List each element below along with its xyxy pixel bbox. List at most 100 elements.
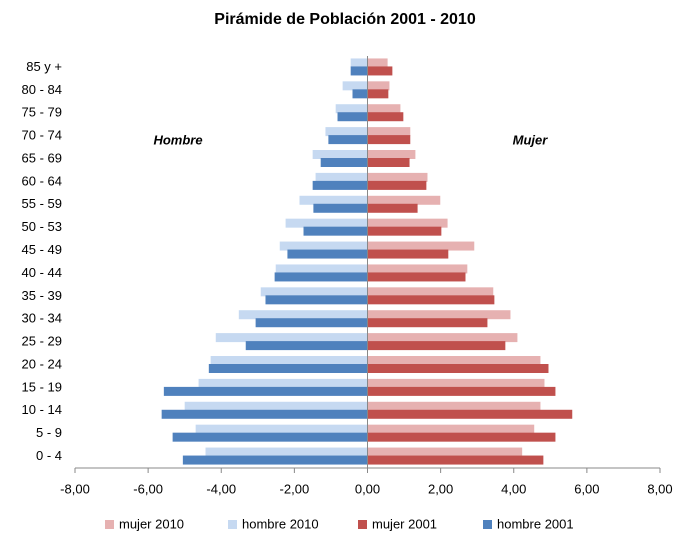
bar (274, 272, 368, 282)
legend-label: hombre 2001 (497, 516, 574, 531)
bar (367, 241, 475, 251)
legend-label: mujer 2001 (372, 516, 437, 531)
y-tick-label: 50 - 53 (22, 219, 62, 234)
bar (210, 356, 368, 365)
bar (367, 447, 523, 457)
bar (245, 341, 368, 351)
y-tick-label: 5 - 9 (36, 425, 62, 440)
bar (161, 409, 368, 419)
bar (195, 424, 368, 434)
bar (367, 356, 541, 365)
x-tick-label: 2,00 (428, 481, 453, 496)
y-tick-label: 85 y + (26, 59, 62, 74)
bar (367, 272, 466, 282)
bar (337, 112, 368, 122)
bar (238, 310, 368, 320)
bar (312, 150, 368, 159)
bar (367, 135, 411, 145)
x-tick-label: 0,00 (355, 481, 380, 496)
bar (367, 112, 404, 122)
bar (313, 203, 368, 213)
x-tick-label: 6,00 (574, 481, 599, 496)
bar (208, 364, 368, 373)
bar (275, 264, 368, 274)
bar (367, 172, 428, 182)
bar (367, 226, 442, 236)
bar (367, 180, 427, 190)
bar (325, 127, 368, 137)
y-tick-label: 70 - 74 (22, 128, 62, 143)
y-tick-label: 0 - 4 (36, 448, 62, 463)
bar (287, 249, 368, 259)
bar (299, 195, 368, 205)
bar (367, 158, 410, 167)
y-tick-label: 80 - 84 (22, 82, 62, 97)
bar (205, 447, 368, 457)
legend-swatch (228, 520, 237, 529)
legend-swatch (358, 520, 367, 529)
bar (163, 386, 368, 396)
bar (303, 226, 368, 236)
x-tick-label: -4,00 (206, 481, 236, 496)
y-tick-label: 55 - 59 (22, 196, 62, 211)
bar (182, 455, 368, 465)
bar (342, 81, 368, 91)
y-tick-label: 25 - 29 (22, 334, 62, 349)
bar (367, 341, 506, 351)
bar (367, 409, 573, 419)
bar (350, 58, 368, 68)
bar (367, 295, 495, 305)
y-tick-label: 45 - 49 (22, 242, 62, 257)
legend-label: hombre 2010 (242, 516, 319, 531)
bar (367, 58, 388, 68)
bar (367, 89, 389, 99)
bar (172, 432, 368, 442)
bar (285, 218, 368, 228)
bar (367, 333, 518, 343)
bar (255, 318, 368, 328)
bar (367, 364, 549, 373)
y-tick-label: 15 - 19 (22, 379, 62, 394)
x-tick-label: -6,00 (133, 481, 163, 496)
bar (367, 127, 411, 137)
bar (265, 295, 368, 305)
bar (320, 158, 368, 167)
bar (367, 287, 494, 297)
legend-swatch (483, 520, 492, 529)
y-tick-label: 65 - 69 (22, 150, 62, 165)
bar (367, 150, 416, 159)
bar (350, 66, 368, 76)
bar (367, 455, 544, 465)
x-tick-label: -2,00 (280, 481, 310, 496)
y-tick-label: 10 - 14 (22, 402, 62, 417)
bar (367, 378, 545, 388)
bar (367, 318, 488, 328)
legend-swatch (105, 520, 114, 529)
y-tick-label: 60 - 64 (22, 173, 62, 188)
legend-label: mujer 2010 (119, 516, 184, 531)
x-tick-label: 4,00 (501, 481, 526, 496)
bar (367, 104, 401, 114)
x-tick-label: -8,00 (60, 481, 90, 496)
bar (367, 195, 441, 205)
bar (367, 218, 448, 228)
bar (215, 333, 368, 343)
x-tick-label: 8,00 (647, 481, 672, 496)
annotation: Mujer (513, 132, 549, 147)
bar (352, 89, 368, 99)
y-tick-label: 30 - 34 (22, 311, 62, 326)
bar (367, 66, 393, 76)
bar (367, 203, 418, 213)
bar (367, 401, 541, 411)
bar (335, 104, 368, 114)
bar (328, 135, 368, 145)
chart-title: Pirámide de Población 2001 - 2010 (214, 11, 476, 28)
bar (367, 310, 511, 320)
y-tick-label: 75 - 79 (22, 105, 62, 120)
y-tick-label: 35 - 39 (22, 288, 62, 303)
bar (367, 386, 556, 396)
bar (367, 249, 449, 259)
bar (279, 241, 368, 251)
bar (198, 378, 368, 388)
